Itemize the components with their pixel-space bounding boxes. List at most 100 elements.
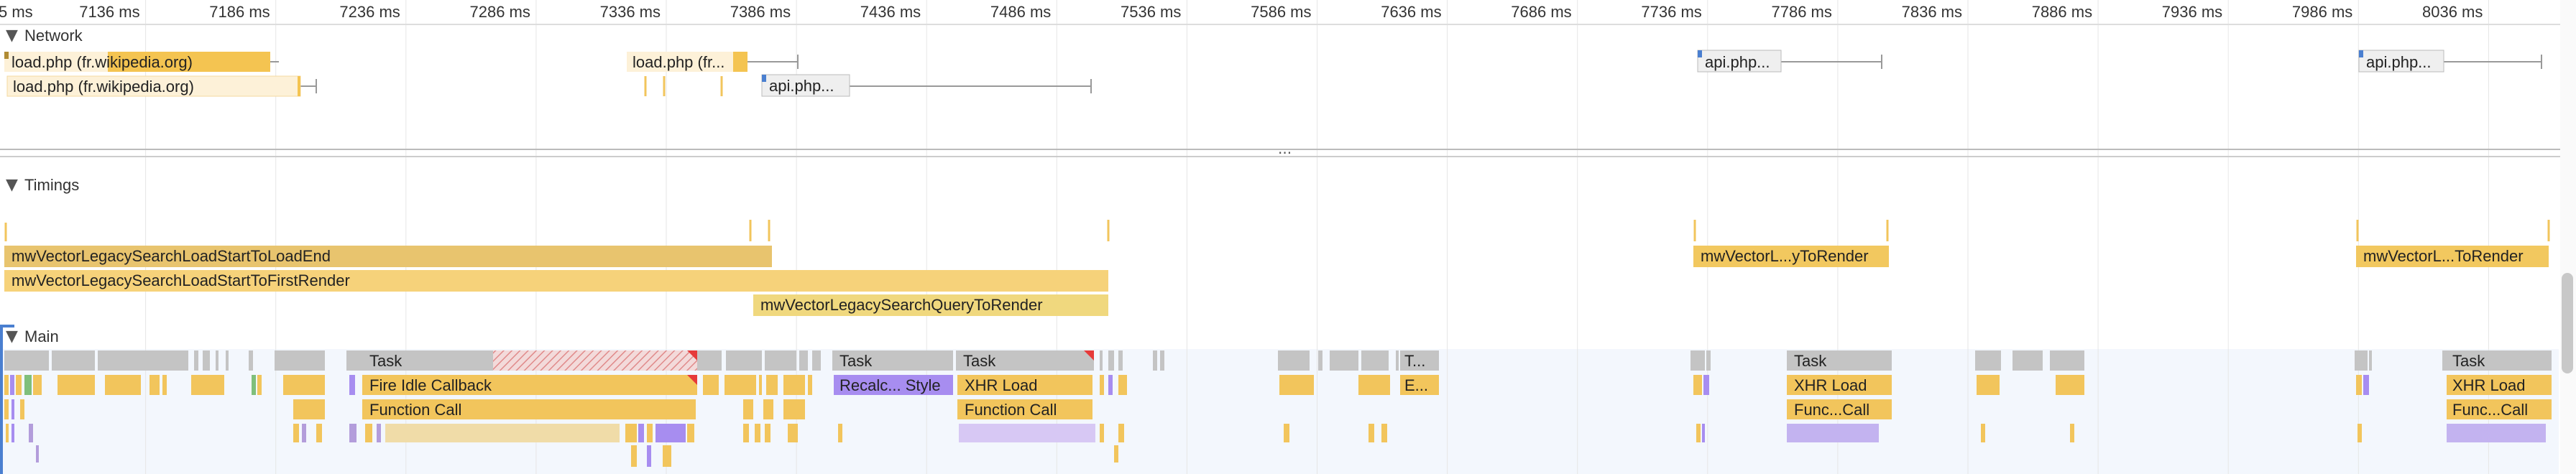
timings-track[interactable]: ▼ Timings mwVectorLegacySearchLoadStartT…: [4, 176, 2550, 316]
request-bar[interactable]: [2358, 50, 2444, 73]
timing-measure[interactable]: [4, 270, 1108, 292]
script-event[interactable]: [2447, 375, 2552, 395]
script-event[interactable]: [1400, 375, 1439, 395]
ruler-tick-label: 7886 ms: [2032, 3, 2092, 21]
ruler-tick-label: 7336 ms: [600, 3, 661, 21]
main-event-label: Task: [2452, 352, 2485, 370]
timing-measure-label: mwVectorLegacySearchLoadStartToFirstRend…: [12, 271, 350, 289]
request-bar[interactable]: [761, 74, 850, 97]
function-call-event[interactable]: [362, 399, 696, 419]
selected-track-indicator-top: [0, 325, 14, 327]
main-event-label: Task: [963, 352, 996, 370]
function-slivers: [4, 399, 805, 419]
ruler-tick-label: 7286 ms: [470, 3, 530, 21]
task-event[interactable]: [1787, 350, 1892, 371]
ruler-tick-label: 7486 ms: [990, 3, 1051, 21]
ruler-tick-label: 7136 ms: [79, 3, 139, 21]
ruler-tick-label: 7536 ms: [1121, 3, 1181, 21]
ruler-tick-label: 7836 ms: [1902, 3, 1962, 21]
request-bar-download: [298, 76, 300, 96]
task-event[interactable]: [1400, 350, 1439, 371]
ruler-tick-label: 7586 ms: [1251, 3, 1311, 21]
ruler-tick-label: 7786 ms: [1772, 3, 1832, 21]
request-bar-waiting: [627, 52, 748, 72]
timings-collapse-arrow[interactable]: ▼: [6, 176, 18, 194]
ruler-tick-label: 7986 ms: [2292, 3, 2352, 21]
selected-track-indicator: [0, 325, 3, 474]
scrollbar-track: [2560, 0, 2576, 474]
main-event-label: T...: [1404, 352, 1425, 370]
ruler-tick-label: 7686 ms: [1511, 3, 1571, 21]
network-request-label: load.php (fr...: [632, 53, 724, 71]
long-task-flag-icon: [687, 350, 697, 361]
main-event-label: E...: [1404, 376, 1428, 394]
function-call-event[interactable]: [2447, 399, 2552, 419]
request-priority-marker: [4, 52, 9, 59]
timing-measure[interactable]: [4, 246, 772, 267]
network-track[interactable]: ▼ Network load.php (fr.wikipedia.org) lo…: [4, 27, 2542, 97]
main-thread-track[interactable]: ▼ Main: [0, 325, 2552, 474]
timing-measure-label: mwVectorLegacySearchQueryToRender: [760, 296, 1043, 314]
task-event[interactable]: [956, 350, 1094, 371]
main-event-label: XHR Load: [2452, 376, 2526, 394]
network-request-label: api.php...: [769, 77, 834, 95]
request-bar[interactable]: [1697, 50, 1782, 73]
main-event-label: Task: [369, 352, 402, 370]
ruler-tick-label: 7186 ms: [209, 3, 270, 21]
main-event-label: Task: [1794, 352, 1827, 370]
vertical-scrollbar[interactable]: [2560, 0, 2576, 474]
ruler-tick-label: 7936 ms: [2162, 3, 2222, 21]
main-event-label: XHR Load: [1794, 376, 1867, 394]
main-event-label: Fire Idle Callback: [369, 376, 492, 394]
time-ruler[interactable]: 5 ms 7136 ms 7186 ms 7236 ms 7286 ms 7336 ms 7…: [0, 3, 2576, 25]
network-request-label: api.php...: [2366, 53, 2432, 71]
function-call-event[interactable]: [957, 399, 1092, 419]
ruler-tick-label: 7386 ms: [730, 3, 791, 21]
main-event-label: Function Call: [369, 401, 461, 419]
script-event[interactable]: [362, 375, 697, 395]
timing-measure[interactable]: [1693, 246, 1889, 267]
task-event[interactable]: [2447, 350, 2552, 371]
request-bar-download[interactable]: [108, 52, 270, 72]
network-track-label: Network: [24, 27, 83, 45]
splitter-handle-icon[interactable]: ···: [1278, 144, 1292, 162]
task-event[interactable]: [832, 350, 953, 371]
script-event[interactable]: [1787, 375, 1892, 395]
scrollbar-thumb[interactable]: [2562, 273, 2573, 373]
request-bar-download[interactable]: [733, 52, 748, 72]
function-call-event[interactable]: [1787, 399, 1892, 419]
long-task-flag-icon: [687, 375, 697, 385]
network-request-label: api.php...: [1705, 53, 1770, 71]
ruler-tick-label: 7436 ms: [860, 3, 921, 21]
ruler-tick-label: 5 ms: [0, 3, 33, 21]
ruler-tick-label: 8036 ms: [2422, 3, 2483, 21]
network-request-label: load.php (fr.wikipedia.org): [13, 78, 194, 96]
network-collapse-arrow[interactable]: ▼: [6, 27, 18, 45]
track-splitter[interactable]: ···: [0, 144, 2576, 162]
long-task-flag-icon: [1084, 350, 1094, 361]
main-collapse-arrow[interactable]: ▼: [6, 327, 18, 345]
script-slivers: [4, 375, 2369, 395]
main-event-label: Function Call: [965, 401, 1057, 419]
main-event-label: Task: [840, 352, 873, 370]
long-task-overflow: [493, 350, 697, 371]
ruler-tick-label: 7736 ms: [1641, 3, 1701, 21]
script-event[interactable]: [957, 375, 1092, 395]
ruler-tick-label: 7236 ms: [339, 3, 400, 21]
render-event[interactable]: [834, 375, 953, 395]
timing-measure[interactable]: [753, 294, 1108, 316]
deep-call-stacks: [6, 424, 2546, 467]
request-bar[interactable]: [6, 75, 301, 97]
main-event-label: Recalc... Style: [840, 376, 941, 394]
main-track-label: Main: [24, 327, 59, 345]
timing-instant-marks: [4, 220, 2550, 241]
request-priority-marker: [2359, 50, 2363, 57]
timing-measure-label: mwVectorLegacySearchLoadStartToLoadEnd: [12, 247, 331, 265]
main-event-label: XHR Load: [965, 376, 1038, 394]
timing-measure-label: mwVectorL...yToRender: [1701, 247, 1869, 265]
request-priority-marker: [762, 75, 766, 82]
timing-measure[interactable]: [2356, 246, 2549, 267]
timings-track-label: Timings: [24, 176, 79, 194]
main-event-label: Func...Call: [2452, 401, 2528, 419]
